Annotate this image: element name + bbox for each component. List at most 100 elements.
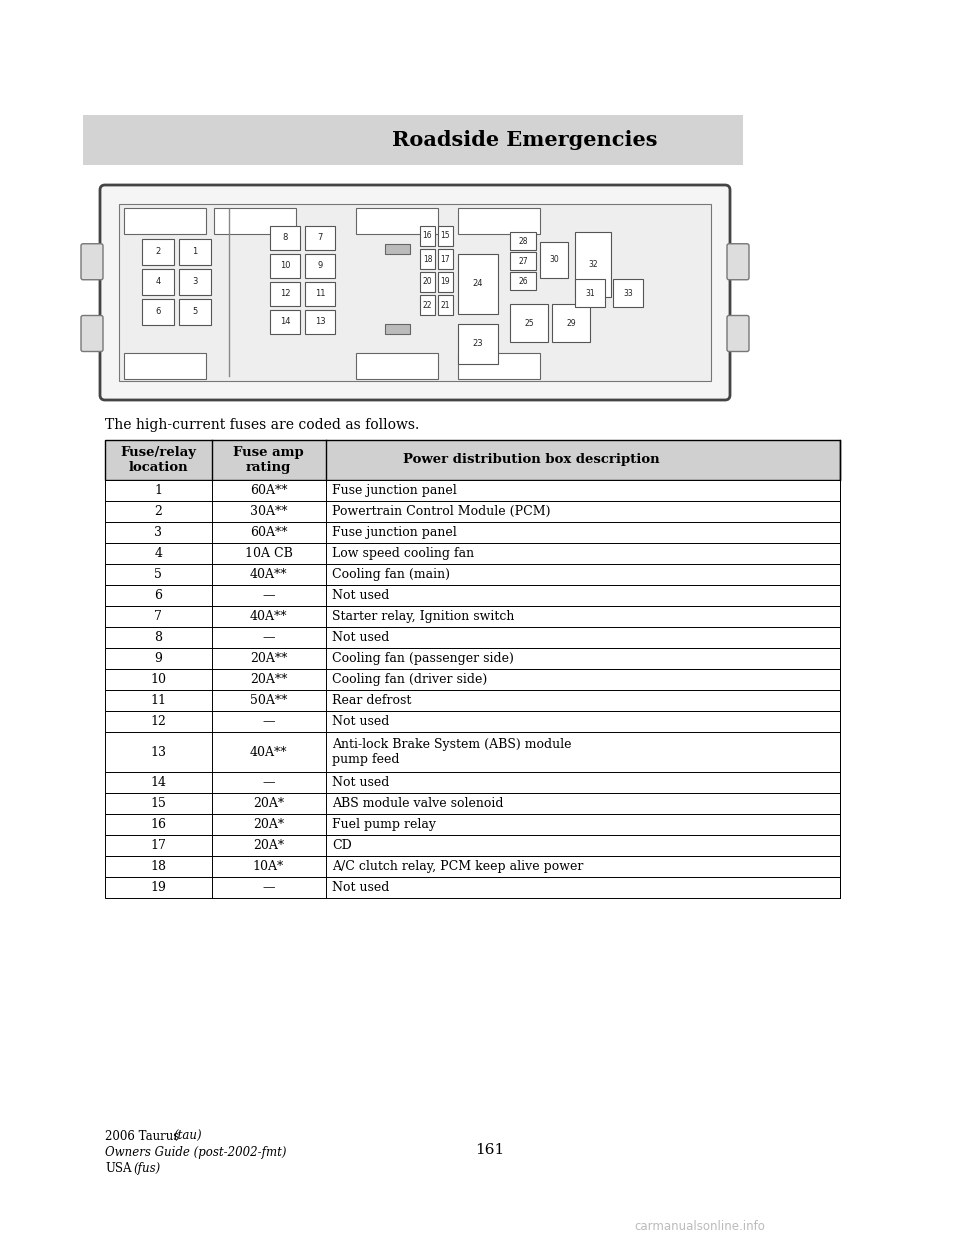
Bar [385, 324, 410, 334]
Text: Rear defrost: Rear defrost [332, 694, 412, 707]
Text: 13: 13 [151, 745, 166, 759]
Bar [575, 232, 611, 297]
Bar [105, 522, 840, 543]
Text: 20A*: 20A* [253, 840, 284, 852]
Bar [540, 242, 568, 278]
Bar [105, 606, 840, 627]
Text: —: — [262, 715, 275, 728]
Bar [510, 304, 548, 342]
Text: 4: 4 [156, 277, 160, 287]
Text: 40A**: 40A** [250, 568, 287, 581]
Text: 10A CB: 10A CB [245, 546, 293, 560]
Text: Owners Guide (post-2002-fmt): Owners Guide (post-2002-fmt) [105, 1146, 286, 1159]
Text: 4: 4 [155, 546, 162, 560]
Text: 20A*: 20A* [253, 818, 284, 831]
Text: 161: 161 [475, 1143, 505, 1158]
Text: 32: 32 [588, 260, 598, 270]
Bar [214, 207, 296, 233]
Bar [438, 296, 453, 315]
Text: 16: 16 [151, 818, 166, 831]
Bar [510, 272, 536, 289]
Bar [552, 304, 590, 342]
FancyBboxPatch shape [727, 243, 749, 279]
Text: 5: 5 [192, 308, 198, 317]
Text: 12: 12 [279, 289, 290, 298]
Bar [105, 691, 840, 710]
Text: 1: 1 [155, 484, 162, 497]
Bar [420, 272, 435, 292]
Text: Cooling fan (driver side): Cooling fan (driver side) [332, 673, 488, 686]
Text: 29: 29 [566, 318, 576, 328]
Text: 15: 15 [441, 231, 450, 241]
Text: 17: 17 [151, 840, 166, 852]
Bar [105, 479, 840, 501]
Text: 50A**: 50A** [250, 694, 287, 707]
Text: 7: 7 [155, 610, 162, 623]
FancyBboxPatch shape [81, 243, 103, 279]
Text: 12: 12 [151, 715, 166, 728]
Bar [458, 207, 540, 233]
Text: 17: 17 [441, 255, 450, 263]
Text: 8: 8 [282, 233, 288, 242]
Text: Not used: Not used [332, 715, 390, 728]
Text: A/C clutch relay, PCM keep alive power: A/C clutch relay, PCM keep alive power [332, 859, 584, 873]
Text: 3: 3 [192, 277, 198, 287]
Text: 16: 16 [422, 231, 432, 241]
Text: 28: 28 [518, 236, 528, 246]
Text: 13: 13 [315, 318, 325, 327]
Bar [105, 648, 840, 669]
Bar [179, 299, 211, 325]
Text: 22: 22 [422, 301, 432, 309]
Text: carmanualsonline.info: carmanualsonline.info [635, 1220, 765, 1233]
Text: 11: 11 [315, 289, 325, 298]
Text: 60A**: 60A** [250, 527, 287, 539]
Bar [270, 310, 300, 334]
Text: 21: 21 [441, 301, 450, 309]
Text: The high-current fuses are coded as follows.: The high-current fuses are coded as foll… [105, 419, 420, 432]
Text: 40A**: 40A** [250, 610, 287, 623]
Text: 3: 3 [155, 527, 162, 539]
Bar [105, 773, 840, 792]
Text: 1: 1 [192, 247, 198, 257]
Text: Fuse amp
rating: Fuse amp rating [233, 446, 304, 474]
Text: Not used: Not used [332, 589, 390, 602]
Bar [458, 324, 498, 364]
Text: Fuse junction panel: Fuse junction panel [332, 527, 457, 539]
Bar [105, 669, 840, 691]
Bar [305, 255, 335, 278]
Text: 14: 14 [151, 776, 166, 789]
Bar [119, 204, 711, 381]
Text: 9: 9 [318, 262, 323, 271]
Bar [305, 226, 335, 250]
Bar [270, 282, 300, 306]
Text: 2006 Taurus: 2006 Taurus [105, 1130, 180, 1143]
Bar [105, 543, 840, 564]
Text: 2: 2 [156, 247, 160, 257]
Text: 60A**: 60A** [250, 484, 287, 497]
Text: Starter relay, Ignition switch: Starter relay, Ignition switch [332, 610, 515, 623]
Text: —: — [262, 631, 275, 645]
Text: 20A*: 20A* [253, 797, 284, 810]
Text: Fuel pump relay: Fuel pump relay [332, 818, 437, 831]
Bar [105, 710, 840, 732]
Bar [613, 279, 643, 307]
Text: 27: 27 [518, 257, 528, 266]
Text: 40A**: 40A** [250, 745, 287, 759]
Bar [124, 207, 206, 233]
Bar [356, 207, 438, 233]
Bar [458, 353, 540, 379]
Text: —: — [262, 589, 275, 602]
FancyBboxPatch shape [727, 315, 749, 351]
Text: 10A*: 10A* [252, 859, 284, 873]
Bar [105, 877, 840, 898]
Text: —: — [262, 776, 275, 789]
Text: Powertrain Control Module (PCM): Powertrain Control Module (PCM) [332, 505, 551, 518]
Bar [105, 792, 840, 814]
Text: 9: 9 [155, 652, 162, 664]
Text: —: — [262, 881, 275, 894]
Bar [105, 564, 840, 585]
Text: 23: 23 [472, 339, 483, 349]
Text: 20A**: 20A** [250, 652, 287, 664]
Text: CD: CD [332, 840, 352, 852]
Bar [510, 232, 536, 250]
